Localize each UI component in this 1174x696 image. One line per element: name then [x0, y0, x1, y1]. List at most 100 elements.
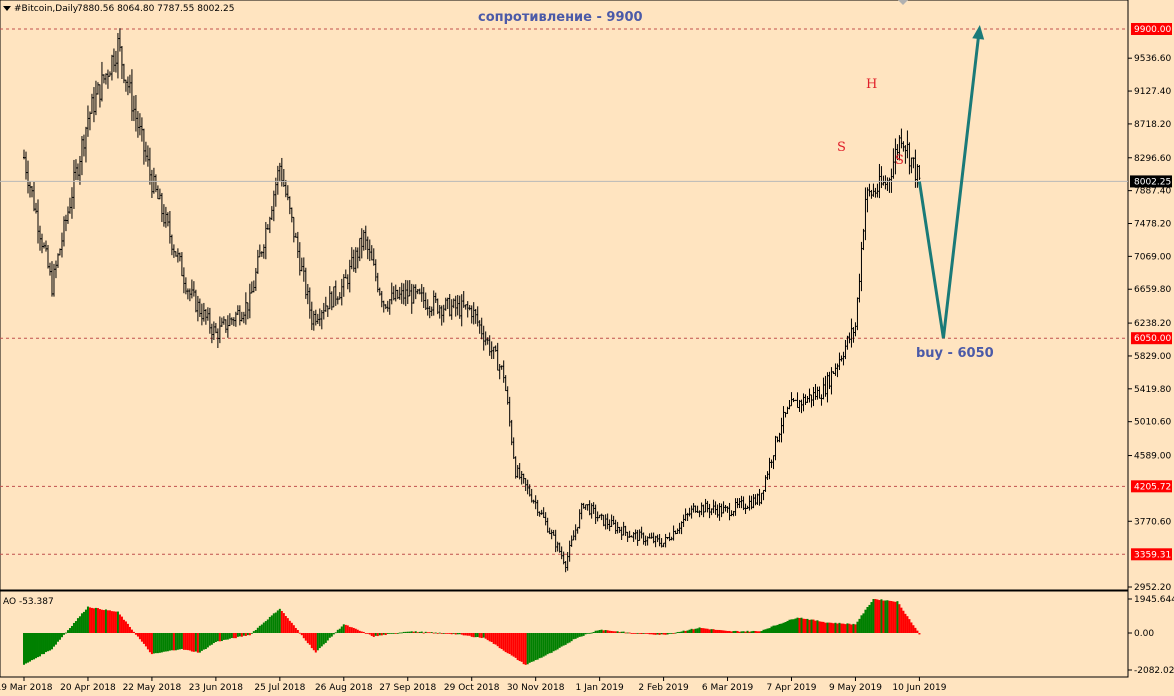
ao-histogram	[23, 599, 921, 665]
ao-bar	[390, 633, 393, 634]
ao-bar	[476, 633, 479, 638]
ao-bar	[632, 633, 635, 634]
symbol-dropdown-icon[interactable]	[3, 6, 11, 11]
ao-bar	[284, 615, 287, 633]
ao-bar	[500, 633, 503, 650]
ao-bar	[890, 601, 893, 633]
ao-bar	[894, 601, 897, 633]
ao-bar	[268, 616, 271, 633]
ao-bar	[762, 629, 765, 633]
ao-bar	[364, 633, 367, 634]
ao-bar	[444, 633, 447, 634]
ao-bar	[136, 633, 139, 637]
main-chart-frame	[0, 0, 1129, 591]
ao-bar	[420, 631, 423, 633]
ao-bar	[618, 632, 621, 633]
ao-bar	[438, 632, 441, 634]
ao-bar	[590, 632, 593, 634]
ao-bar	[726, 630, 729, 633]
ao-bar	[372, 633, 375, 637]
ao-bar	[232, 633, 235, 639]
ao-bar	[812, 619, 815, 633]
ao-bar	[114, 611, 117, 633]
ao-bar	[23, 633, 25, 665]
ao-bar	[60, 633, 63, 638]
ao-bar	[74, 621, 77, 633]
ao-bar	[366, 633, 369, 634]
ao-bar	[332, 633, 335, 635]
ao-bar	[654, 633, 657, 635]
date-tick-label: 2 Feb 2019	[638, 683, 689, 693]
date-tick-label: 6 Mar 2019	[702, 683, 754, 693]
ao-bar	[800, 617, 803, 633]
ao-bar	[510, 633, 513, 656]
ao-bar	[554, 633, 557, 651]
ao-bar	[178, 633, 181, 650]
ao-bar	[886, 600, 889, 633]
ao-bar	[312, 633, 315, 651]
ao-bar	[394, 633, 397, 634]
ao-bar	[470, 633, 473, 637]
ao-bar	[130, 629, 133, 633]
ao-bar	[794, 618, 797, 633]
level-tag-label: 6050.00	[1134, 334, 1171, 344]
ao-bar	[870, 602, 873, 633]
ao-bar	[880, 599, 883, 633]
ao-bar	[278, 608, 281, 633]
symbol-label: #Bitcoin,Daily	[14, 4, 79, 14]
ao-bar	[788, 619, 791, 633]
ao-bar	[468, 633, 471, 636]
ao-bar	[842, 623, 845, 633]
ao-bar	[434, 632, 437, 634]
ao-bar	[776, 624, 779, 633]
ao-bar	[480, 633, 483, 639]
ao-bar	[576, 633, 579, 638]
ao-bar	[910, 622, 913, 633]
ao-bar	[274, 612, 277, 633]
ao-bar	[844, 624, 847, 633]
ao-bar	[28, 633, 31, 662]
ao-bar	[550, 633, 553, 653]
ao-bar	[778, 623, 781, 633]
ao-bar	[836, 623, 839, 633]
ao-bar	[126, 623, 129, 633]
ao-bar	[44, 633, 47, 653]
ao-bar	[826, 622, 829, 633]
ao-bar	[218, 633, 221, 642]
date-tick-label: 22 May 2018	[123, 683, 182, 693]
ao-bar	[702, 628, 705, 633]
ao-bar	[80, 613, 83, 633]
ao-bar	[238, 633, 241, 637]
ao-bar	[664, 633, 667, 635]
ao-bar	[558, 633, 561, 648]
ao-bar	[408, 631, 411, 633]
date-tick-label: 19 Mar 2018	[0, 683, 53, 693]
ao-bar	[678, 631, 681, 633]
ao-bar	[96, 608, 99, 633]
ao-bar	[328, 633, 331, 638]
ao-bar	[32, 633, 35, 660]
ao-bar	[724, 630, 727, 633]
ao-bar	[62, 633, 65, 635]
ao-bar	[288, 620, 291, 633]
date-tick-label: 30 Nov 2018	[507, 683, 565, 693]
resistance-annotation: сопротивление - 9900	[478, 10, 643, 25]
ao-bar	[764, 629, 767, 633]
ao-bar	[208, 633, 211, 646]
ao-bar	[710, 629, 713, 633]
ao-bar	[816, 620, 819, 633]
ao-bar	[88, 607, 91, 633]
ao-bar	[544, 633, 547, 656]
ao-bar	[466, 633, 469, 636]
ao-bar	[850, 624, 853, 633]
ao-bar	[290, 622, 293, 633]
ao-bar	[530, 633, 533, 662]
ao-bar	[492, 633, 495, 644]
level-lines: 9900.00 6050.00 4205.72 3359.31	[0, 23, 1172, 561]
left-shoulder-label: S	[837, 140, 846, 155]
ao-bar	[110, 611, 113, 633]
ao-bar	[792, 619, 795, 633]
ao-bar	[806, 618, 809, 633]
ao-bar	[342, 624, 345, 633]
